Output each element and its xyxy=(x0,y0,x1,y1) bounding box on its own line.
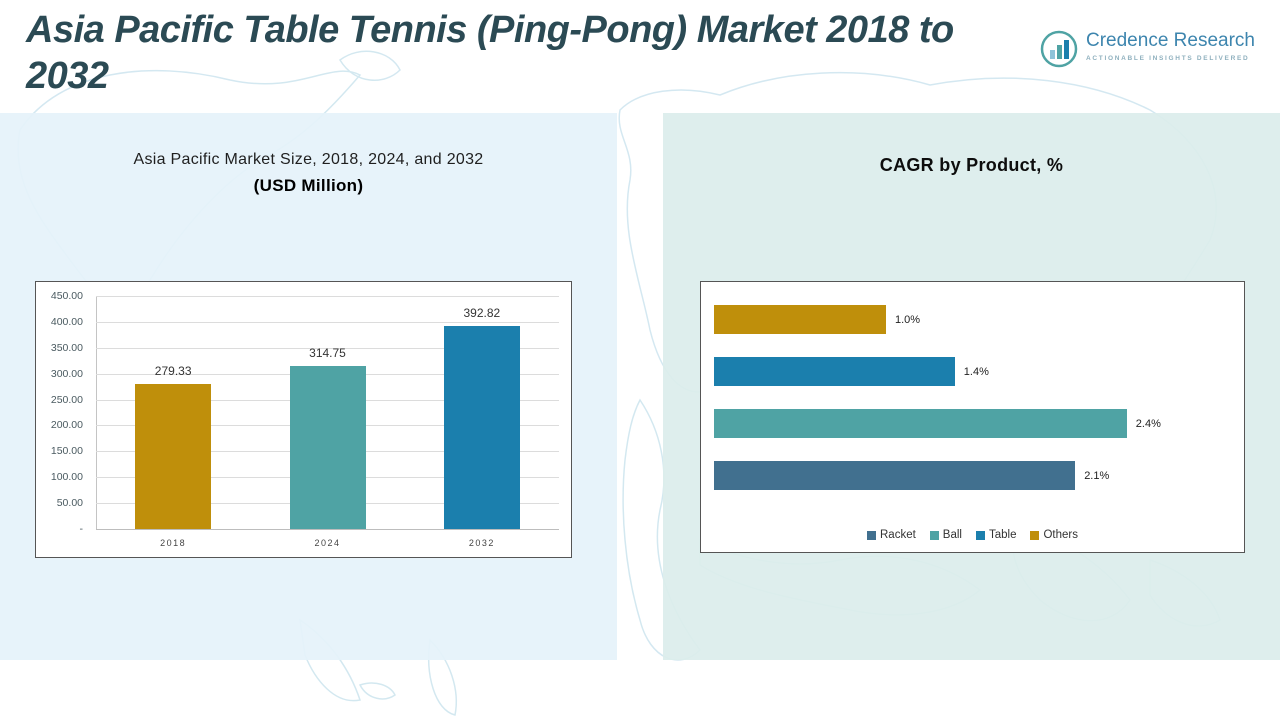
legend-swatch xyxy=(1030,530,1040,540)
y-tick-label: 450.00 xyxy=(50,290,83,302)
logo-tagline: ACTIONABLE INSIGHTS DELIVERED xyxy=(1086,55,1250,62)
page-title: Asia Pacific Table Tennis (Ping-Pong) Ma… xyxy=(26,9,954,97)
market-size-chart: 450.00 400.00 350.00 300.00 250.00 200.00 150.… xyxy=(35,281,572,558)
bar-row-racket: 2.1% xyxy=(714,461,1230,490)
y-tick-label: 100.00 xyxy=(50,471,83,484)
y-tick-label: - xyxy=(79,523,84,535)
bar-others xyxy=(714,305,886,334)
bar-row-table: 1.4% xyxy=(714,357,1230,386)
y-tick-label: 150.00 xyxy=(50,445,83,458)
legend-swatch xyxy=(929,530,939,540)
credence-research-logo: Credence Research ACTIONABLE INSIGHTS DE… xyxy=(1040,30,1255,68)
bar-value-label: 2.4% xyxy=(1135,417,1161,430)
cagr-panel: CAGR by Product, % 1.0% 1.4% 2.4% 2.1% Rack… xyxy=(663,113,1280,660)
cagr-chart-title: CAGR by Product, % xyxy=(879,155,1064,175)
bar-ball xyxy=(714,409,1127,438)
legend-label: Others xyxy=(1043,529,1078,541)
bar-2018 xyxy=(135,384,212,529)
bar-row-others: 1.0% xyxy=(714,305,1230,334)
bar-value-label: 2.1% xyxy=(1084,469,1110,482)
x-tick-label: 2018 xyxy=(160,538,187,548)
legend: Racket Ball Table Others xyxy=(701,529,1244,541)
x-axis: 2018 2024 2032 xyxy=(96,538,559,552)
bar-2024 xyxy=(289,366,366,529)
bar-value-label: 1.0% xyxy=(895,313,921,326)
bar-table xyxy=(714,357,955,386)
market-size-chart-title: Asia Pacific Market Size, 2018, 2024, an… xyxy=(133,151,484,168)
market-size-chart-subtitle: (USD Million) xyxy=(253,176,364,195)
gridline xyxy=(96,529,559,530)
x-tick-label: 2024 xyxy=(314,538,341,548)
bar-value-label: 392.82 xyxy=(463,305,501,320)
bar-racket xyxy=(714,461,1076,490)
legend-item-racket: Racket xyxy=(867,529,916,541)
bar-value-label: 314.75 xyxy=(309,346,346,361)
y-tick-label: 50.00 xyxy=(56,497,83,510)
legend-item-ball: Ball xyxy=(929,529,962,541)
y-tick-label: 400.00 xyxy=(50,315,83,328)
legend-swatch xyxy=(867,530,876,540)
logo-name: Credence Research xyxy=(1086,30,1255,51)
market-size-panel: Asia Pacific Market Size, 2018, 2024, an… xyxy=(0,113,617,660)
y-tick-label: 300.00 xyxy=(50,367,83,380)
legend-label: Ball xyxy=(942,529,962,541)
legend-item-table: Table xyxy=(975,529,1017,541)
legend-label: Racket xyxy=(880,529,916,541)
y-tick-label: 350.00 xyxy=(50,341,83,354)
legend-swatch xyxy=(975,530,985,540)
y-axis-line xyxy=(96,296,97,529)
bar-value-label: 279.33 xyxy=(154,364,192,379)
legend-label: Table xyxy=(988,529,1017,541)
gridline xyxy=(96,296,559,297)
bar-row-ball: 2.4% xyxy=(714,409,1230,438)
legend-item-others: Others xyxy=(1030,529,1078,541)
plot-area: 279.33 314.75 392.82 xyxy=(96,296,559,530)
bar-value-label: 1.4% xyxy=(963,365,989,378)
y-axis: 450.00 400.00 350.00 300.00 250.00 200.00 150.… xyxy=(36,290,92,535)
gridline xyxy=(96,321,559,323)
logo-text-block: Credence Research ACTIONABLE INSIGHTS DE… xyxy=(1086,30,1255,62)
bar-chart-logo-icon xyxy=(1040,30,1078,68)
cagr-chart: 1.0% 1.4% 2.4% 2.1% Racket Ball Table Others xyxy=(700,281,1245,553)
gridline xyxy=(96,347,559,349)
y-tick-label: 250.00 xyxy=(50,393,83,406)
x-tick-label: 2032 xyxy=(468,538,495,548)
y-tick-label: 200.00 xyxy=(50,419,83,432)
plot-area: 1.0% 1.4% 2.4% 2.1% xyxy=(714,305,1230,490)
bar-2032 xyxy=(443,325,520,529)
